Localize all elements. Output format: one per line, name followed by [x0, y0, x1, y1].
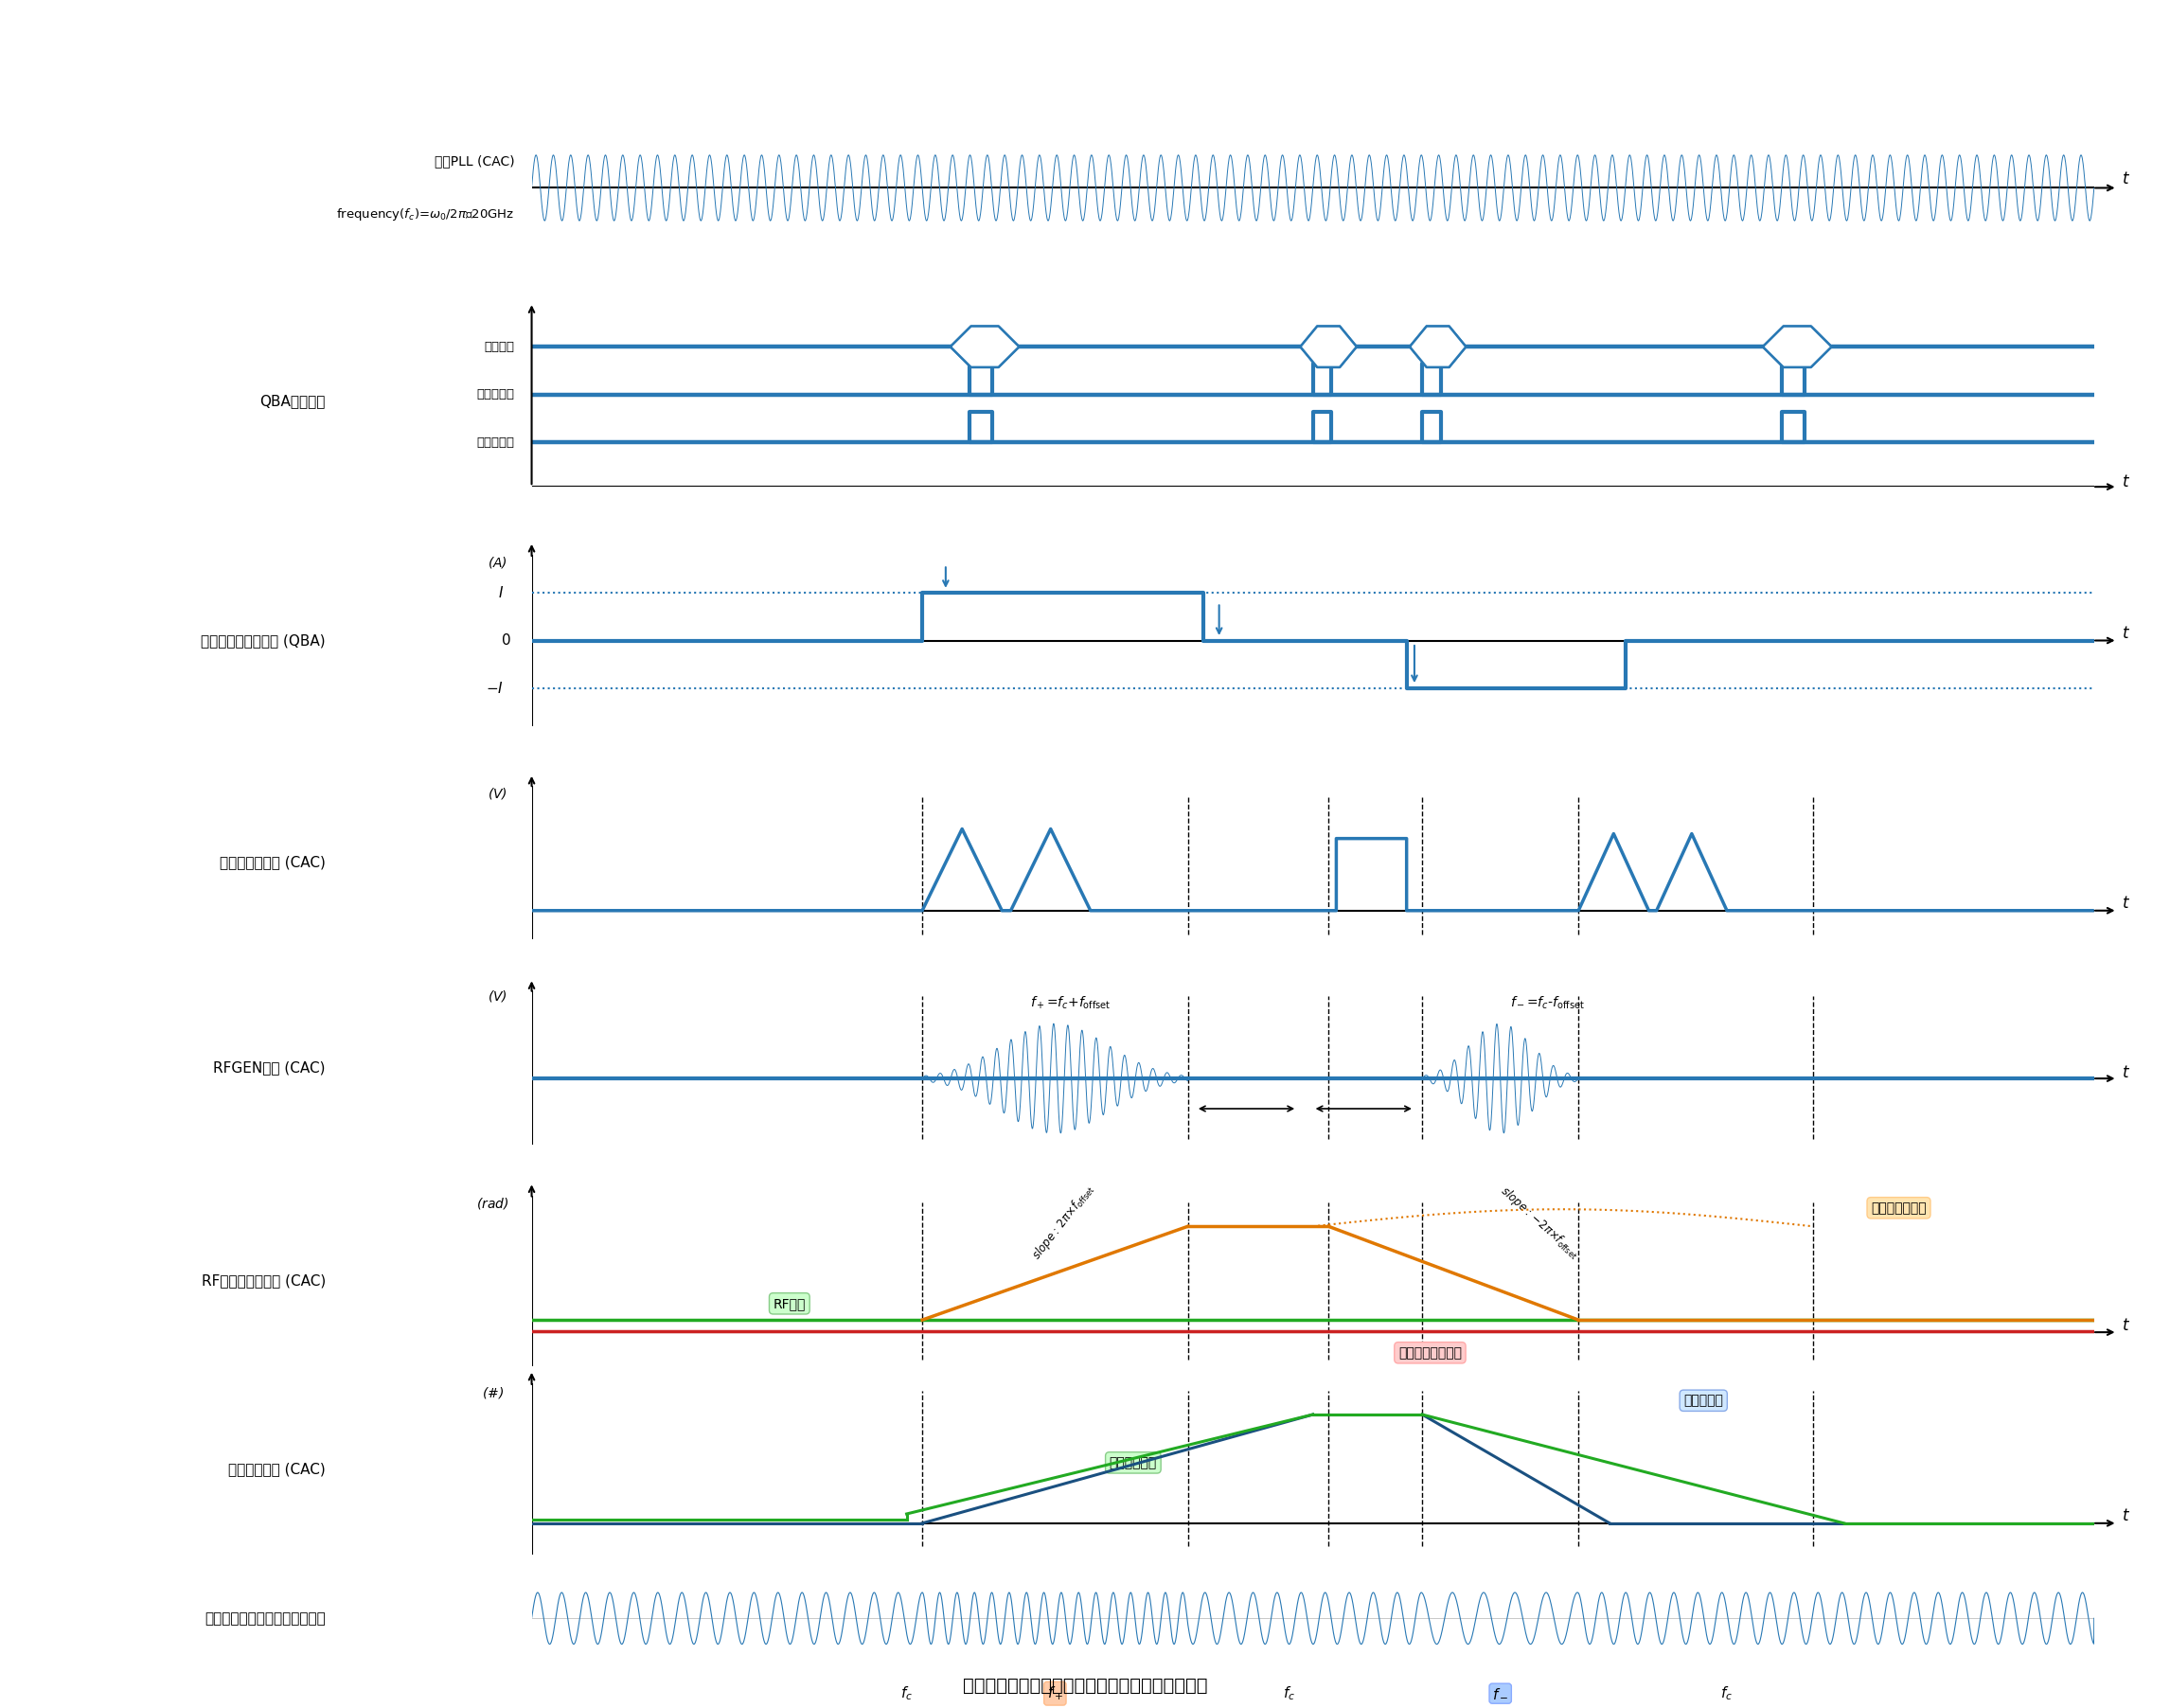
Text: ストローブ: ストローブ	[477, 388, 514, 401]
Text: $-I$: $-I$	[486, 680, 503, 695]
Text: ($V$): ($V$)	[488, 989, 508, 1004]
Text: $f_c$: $f_c$	[1282, 1684, 1295, 1703]
Text: 位相制御信号: 位相制御信号	[1109, 1455, 1157, 1469]
Text: 選択量子ビット: 選択量子ビット	[1871, 1201, 1927, 1214]
Text: slope : $2\pi$$\times$$f_{\mathrm{offset}}$: slope : $2\pi$$\times$$f_{\mathrm{offset…	[1029, 1182, 1098, 1264]
Text: 周波数変調制御 (CAC): 周波数変調制御 (CAC)	[219, 856, 326, 869]
Text: ($A$): ($A$)	[488, 555, 508, 570]
Text: 図８　量子ビット制御を説明する動作波形概念図: 図８ 量子ビット制御を説明する動作波形概念図	[963, 1676, 1207, 1694]
Text: $f_-$=$f_c$-$f_{\mathrm{offset}}$: $f_-$=$f_c$-$f_{\mathrm{offset}}$	[1510, 994, 1584, 1011]
Text: 位相計測値: 位相計測値	[1684, 1394, 1723, 1407]
Text: ($V$): ($V$)	[488, 786, 508, 801]
Polygon shape	[1762, 326, 1831, 367]
Text: $f_+$: $f_+$	[1046, 1684, 1063, 1703]
Text: $t$: $t$	[2122, 171, 2131, 188]
Text: $t$: $t$	[2122, 1317, 2131, 1334]
Text: frequency($f_c$)=$\omega_0$/2$\pi$～20GHz: frequency($f_c$)=$\omega_0$/2$\pi$～20GHz	[336, 207, 514, 222]
Polygon shape	[1410, 326, 1467, 367]
Text: ($\#$): ($\#$)	[482, 1385, 503, 1401]
Polygon shape	[1300, 326, 1356, 367]
Text: 0: 0	[501, 634, 512, 647]
Text: $t$: $t$	[2122, 1064, 2131, 1081]
Text: 位相制御信号 (CAC): 位相制御信号 (CAC)	[228, 1462, 326, 1476]
Text: 内部PLL (CAC): 内部PLL (CAC)	[434, 155, 514, 167]
Text: 非選択量子ビット: 非選択量子ビット	[1397, 1346, 1463, 1360]
Text: QBA制御信号: QBA制御信号	[260, 395, 325, 408]
Polygon shape	[950, 326, 1020, 367]
Text: $t$: $t$	[2122, 895, 2131, 912]
Text: 選択量子ビットの周波数と位相: 選択量子ビットの周波数と位相	[204, 1611, 325, 1626]
Text: RFの相対位相制御 (CAC): RFの相対位相制御 (CAC)	[202, 1274, 325, 1288]
Text: $f_-$: $f_-$	[1493, 1686, 1508, 1701]
Text: slope : $-2\pi$$\times$$f_{\mathrm{offset}}$: slope : $-2\pi$$\times$$f_{\mathrm{offse…	[1497, 1182, 1582, 1262]
Text: $I$: $I$	[497, 586, 503, 601]
Text: $t$: $t$	[2122, 625, 2131, 642]
Text: $t$: $t$	[2122, 1506, 2131, 1524]
Text: イネーブル: イネーブル	[477, 436, 514, 449]
Text: 量子ビット選択電流 (QBA): 量子ビット選択電流 (QBA)	[202, 634, 325, 647]
Text: $f_+$=$f_c$+$f_{\mathrm{offset}}$: $f_+$=$f_c$+$f_{\mathrm{offset}}$	[1031, 994, 1111, 1011]
Text: RF信号: RF信号	[773, 1296, 805, 1310]
Text: $t$: $t$	[2122, 473, 2131, 490]
Text: RFGEN出力 (CAC): RFGEN出力 (CAC)	[213, 1061, 326, 1074]
Text: アドレス: アドレス	[484, 340, 514, 354]
Text: ($rad$): ($rad$)	[475, 1196, 510, 1211]
Text: $f_c$: $f_c$	[1721, 1684, 1734, 1703]
Text: $f_c$: $f_c$	[901, 1684, 914, 1703]
